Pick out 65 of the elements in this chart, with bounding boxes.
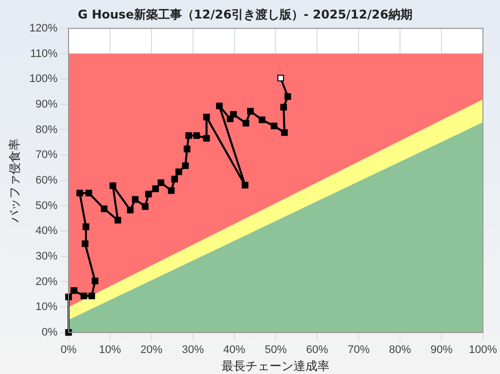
- point: [280, 104, 287, 111]
- point: [145, 190, 152, 198]
- y-tick-label: 70%: [36, 149, 58, 162]
- point: [216, 102, 223, 110]
- point: [281, 129, 288, 136]
- point: [193, 132, 200, 139]
- x-tick-label: 50%: [264, 344, 287, 356]
- point: [203, 114, 210, 120]
- y-tick-label: 30%: [36, 250, 58, 262]
- point: [142, 203, 149, 210]
- y-tick-label: 0%: [42, 326, 58, 338]
- x-tick-label: 10%: [98, 344, 122, 356]
- point: [132, 196, 139, 203]
- x-axis-title: 最長チェーン達成率: [222, 359, 330, 374]
- point: [258, 116, 266, 124]
- point: [277, 74, 284, 82]
- point: [242, 120, 250, 126]
- point: [88, 292, 96, 300]
- point: [114, 216, 122, 224]
- point: [284, 93, 292, 100]
- point: [270, 122, 278, 130]
- x-tick-label: 0%: [60, 344, 77, 356]
- point: [152, 185, 159, 192]
- point: [158, 179, 164, 186]
- y-tick-label: 80%: [36, 124, 58, 136]
- point: [171, 176, 178, 182]
- point: [92, 278, 98, 284]
- y-tick-label: 120%: [29, 22, 58, 34]
- point: [230, 110, 237, 118]
- y-tick-label: 20%: [36, 276, 58, 288]
- point: [203, 135, 210, 142]
- point: [82, 240, 88, 248]
- chart-title: G House新築工事（12/26引き渡し版）- 2025/12/26納期: [78, 7, 412, 22]
- point: [242, 182, 248, 189]
- point: [70, 287, 78, 294]
- y-tick-label: 100%: [29, 73, 58, 86]
- x-tick-label: 30%: [182, 344, 204, 356]
- y-tick-label: 110%: [30, 48, 58, 60]
- point: [126, 206, 134, 214]
- x-tick-label: 70%: [348, 344, 370, 356]
- y-tick-label: 10%: [36, 301, 58, 314]
- y-tick-label: 60%: [36, 174, 58, 186]
- point: [100, 205, 108, 212]
- point: [184, 146, 190, 152]
- point: [247, 108, 254, 115]
- point: [175, 168, 182, 176]
- point: [76, 190, 84, 196]
- y-tick-label: 50%: [36, 200, 58, 212]
- x-tick-label: 80%: [389, 344, 412, 356]
- x-tick-label: 100%: [468, 344, 498, 356]
- point: [65, 294, 72, 300]
- x-tick-label: 90%: [430, 344, 453, 356]
- point: [110, 182, 116, 190]
- point: [168, 187, 175, 194]
- y-axis-title: バッファ侵食率: [8, 138, 22, 224]
- point: [80, 292, 88, 300]
- point: [82, 223, 90, 230]
- y-tick-label: 90%: [36, 98, 58, 110]
- point: [182, 162, 189, 170]
- y-tick-label: 40%: [36, 225, 58, 238]
- x-tick-label: 20%: [140, 344, 163, 356]
- x-tick-label: 40%: [223, 344, 246, 356]
- point: [185, 132, 192, 139]
- x-tick-label: 60%: [306, 344, 328, 356]
- point: [86, 190, 92, 196]
